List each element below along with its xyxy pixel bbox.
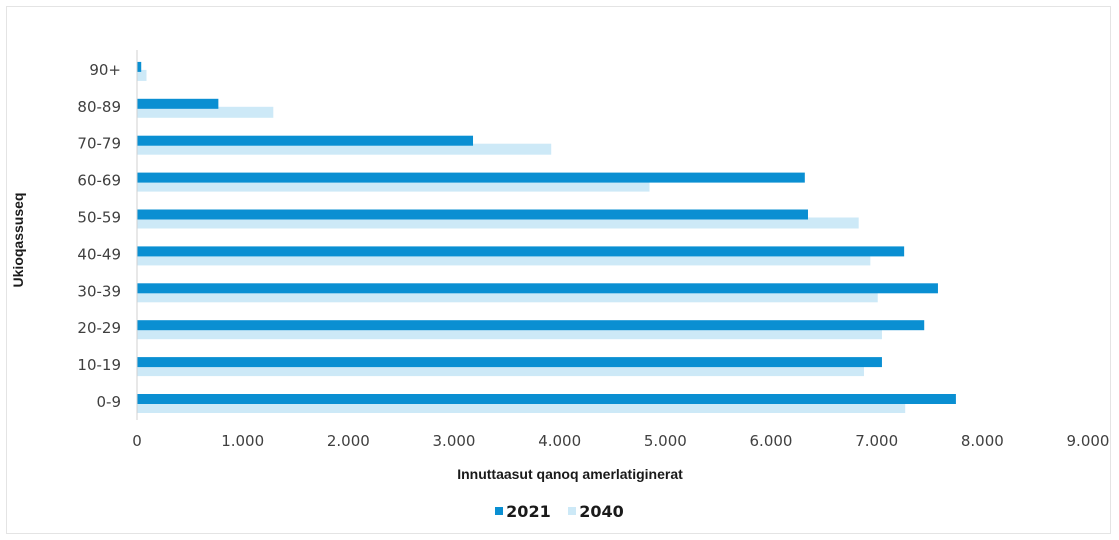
y-category-label: 60-69	[77, 172, 121, 190]
bar-2040-70-79	[137, 143, 552, 155]
y-category-labels: 0-9 10-19 20-29 30-39 40-49 50-59 60-69 70-79 80…	[77, 61, 121, 411]
x-tick-label: 8.000	[961, 432, 1004, 450]
y-category-label: 80-89	[77, 98, 121, 116]
bar-2040-20-29	[137, 328, 882, 340]
x-tick-label: 6.000	[750, 432, 793, 450]
y-category-label: 30-39	[77, 282, 121, 300]
bar-2040-10-19	[137, 365, 864, 377]
x-axis-title: Innuttaasut qanoq amerlatiginerat	[457, 466, 683, 482]
legend-label-2021: 2021	[506, 501, 551, 521]
bar-2040-50-59	[137, 217, 859, 229]
chart-frame	[6, 6, 1111, 534]
x-tick-label: 9.000	[1067, 432, 1110, 450]
bar-chart: 0-9 10-19 20-29 30-39 40-49 50-59 60-69 70-79 80…	[10, 50, 1109, 482]
x-tick-label: 4.000	[538, 432, 581, 450]
bar-2040-90+	[137, 69, 147, 81]
y-category-label: 90+	[89, 61, 121, 79]
bar-2040-0-9	[137, 402, 906, 413]
bar-2021-60-69	[137, 172, 805, 183]
y-category-label: 40-49	[77, 245, 121, 263]
bar-2021-70-79	[137, 135, 474, 146]
x-tick-label: 2.000	[327, 432, 370, 450]
bar-2040-60-69	[137, 180, 650, 192]
bar-2021-30-39	[137, 283, 938, 294]
legend-swatch-2021	[495, 507, 504, 515]
x-tick-label: 7.000	[855, 432, 898, 450]
y-axis-title: Ukioqassuseq	[10, 193, 26, 288]
bar-2021-10-19	[137, 357, 882, 368]
bar-2021-50-59	[137, 209, 808, 220]
legend-item-2040: 2040	[568, 502, 624, 521]
legend: 2021 2040	[0, 500, 1119, 521]
x-tick-label: 1.000	[221, 432, 264, 450]
bar-2040-40-49	[137, 254, 871, 266]
y-category-label: 20-29	[77, 319, 121, 337]
y-category-label: 0-9	[97, 393, 122, 411]
x-tick-label: 3.000	[433, 432, 476, 450]
y-category-label: 50-59	[77, 209, 121, 227]
x-tick-label: 5.000	[644, 432, 687, 450]
y-category-label: 10-19	[77, 356, 121, 374]
bar-2040-80-89	[137, 106, 274, 118]
bar-2021-20-29	[137, 320, 925, 331]
legend-label-2040: 2040	[579, 501, 624, 521]
legend-swatch-2040	[568, 507, 577, 515]
bar-2040-30-39	[137, 291, 878, 303]
bar-2021-40-49	[137, 246, 905, 257]
y-category-label: 70-79	[77, 135, 121, 153]
bar-2021-0-9	[137, 394, 956, 404]
x-tick-label: 0	[132, 432, 142, 450]
bars-group	[137, 61, 956, 413]
bar-2021-90+	[137, 61, 142, 72]
bar-2021-80-89	[137, 98, 219, 109]
legend-item-2021: 2021	[495, 502, 551, 521]
x-tick-labels: 0 1.000 2.000 3.000 4.000 5.000 6.000 7.000 8.00…	[132, 432, 1109, 450]
